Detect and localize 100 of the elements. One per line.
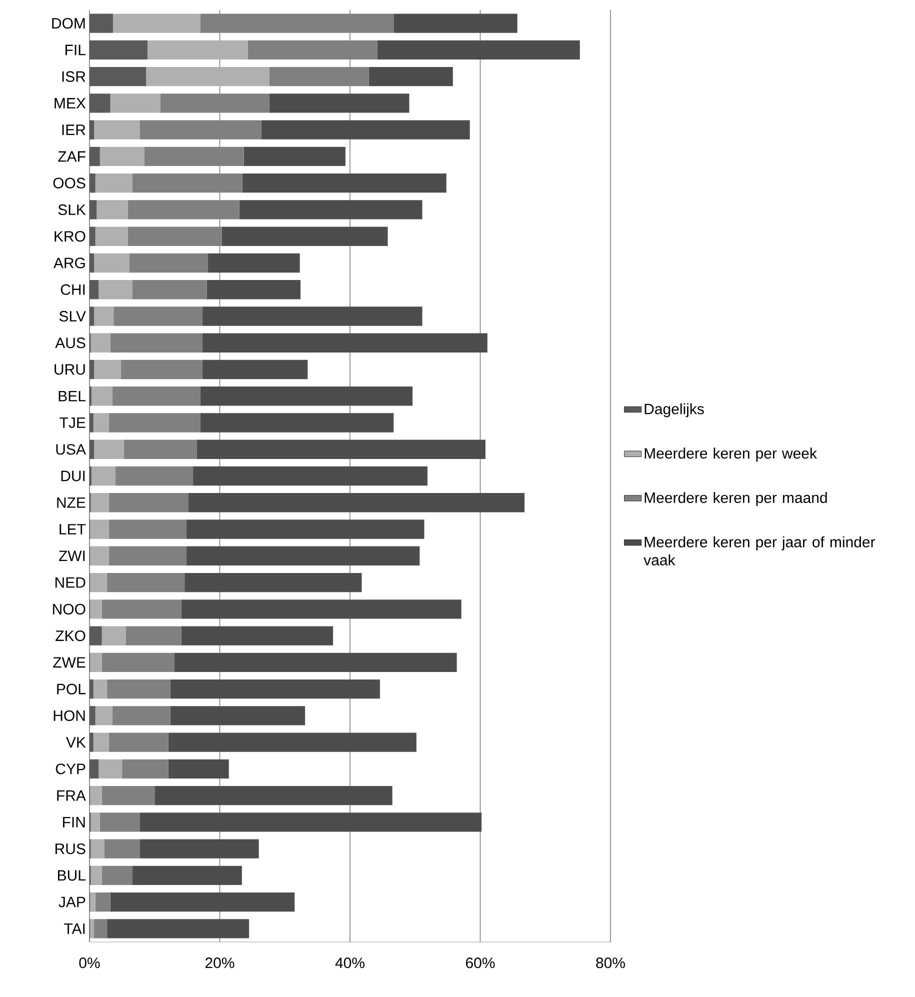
y-tick-label: MEX	[54, 98, 86, 108]
x-tick-label: 60%	[466, 958, 495, 968]
bar	[93, 679, 108, 699]
bar	[94, 253, 130, 273]
y-tick-label: FIN	[63, 817, 85, 828]
bar	[184, 572, 362, 592]
bar	[368, 66, 453, 86]
y-tick-label: BEL	[58, 390, 86, 402]
bar	[90, 626, 102, 646]
x-tick-label: 40%	[335, 958, 364, 968]
y-tick-label: CHI	[60, 284, 85, 295]
bar	[128, 200, 240, 220]
bar	[94, 306, 114, 326]
bar	[94, 440, 124, 459]
bar	[90, 732, 94, 752]
y-tick-label: CYP	[56, 764, 86, 774]
bar	[98, 759, 122, 779]
bar	[109, 732, 168, 752]
bar	[160, 94, 270, 113]
bar	[90, 786, 102, 806]
x-tick-label: 0%	[79, 958, 100, 968]
bar	[116, 466, 194, 486]
bar	[140, 812, 482, 832]
bar	[202, 360, 308, 380]
bar	[90, 306, 94, 326]
y-tick-label: FIL	[66, 44, 86, 56]
bar	[239, 200, 422, 220]
bar	[91, 386, 112, 406]
bar	[144, 146, 244, 166]
bar	[90, 14, 113, 33]
bar	[112, 14, 200, 33]
bar	[269, 66, 369, 86]
bar	[168, 732, 416, 752]
bar	[102, 626, 126, 646]
y-tick-label: ZWE	[53, 657, 86, 668]
bar	[90, 253, 94, 273]
bar	[110, 94, 160, 113]
x-tick-label: 20%	[205, 958, 234, 968]
bar	[90, 919, 94, 938]
bar	[222, 226, 388, 246]
bar	[90, 892, 96, 912]
x-tick-label: 80%	[596, 958, 625, 968]
bar	[112, 706, 170, 726]
y-tick-label: HON	[54, 710, 85, 721]
bar	[90, 839, 104, 858]
bar	[90, 200, 97, 220]
legend-label: Meerdere keren per maand	[644, 492, 827, 506]
y-tick-label: OOS	[53, 178, 86, 188]
y-tick-label: ZWI	[58, 550, 85, 562]
bar	[126, 626, 182, 646]
bar	[90, 866, 102, 886]
bar	[90, 706, 96, 726]
bar	[208, 253, 300, 273]
bar	[147, 40, 248, 60]
bar	[90, 333, 110, 352]
bar	[102, 866, 132, 886]
y-tick-label: FRA	[57, 790, 86, 801]
bar	[202, 306, 422, 326]
y-tick-label: DOM	[52, 18, 85, 29]
y-tick-label: URU	[54, 364, 85, 375]
bar	[146, 66, 270, 86]
y-tick-label: JAP	[58, 896, 86, 908]
bar	[102, 600, 182, 619]
bar	[110, 892, 295, 912]
bar	[95, 174, 132, 193]
bar	[95, 706, 112, 726]
bar	[100, 146, 144, 166]
bar	[112, 386, 200, 406]
bar	[132, 866, 242, 886]
y-tick-label: BUL	[58, 870, 86, 881]
y-tick-label: ZKO	[56, 630, 86, 642]
bar	[95, 226, 128, 246]
bar	[100, 812, 140, 832]
bar	[90, 493, 110, 512]
bar	[90, 812, 100, 832]
y-tick-label: DUI	[61, 470, 85, 482]
bar	[90, 40, 148, 60]
y-tick-label: SLK	[58, 204, 86, 216]
y-tick-label: NZE	[57, 497, 86, 508]
bar	[94, 360, 121, 380]
bar	[200, 413, 394, 432]
bar	[94, 120, 140, 140]
bar	[200, 386, 413, 406]
bar	[248, 40, 378, 60]
y-tick-label: NOO	[53, 604, 86, 614]
bar	[90, 120, 94, 140]
bar	[196, 440, 486, 459]
bar	[98, 280, 132, 300]
bar	[90, 679, 94, 699]
bar	[269, 94, 410, 113]
bar	[181, 600, 462, 619]
bar	[94, 919, 108, 938]
bar	[90, 600, 102, 619]
y-tick-label: NED	[56, 577, 86, 588]
bar	[200, 14, 394, 33]
bar	[206, 280, 301, 300]
y-tick-label: LET	[60, 524, 86, 534]
bar	[202, 333, 488, 352]
bar	[90, 226, 96, 246]
bar	[186, 520, 424, 539]
